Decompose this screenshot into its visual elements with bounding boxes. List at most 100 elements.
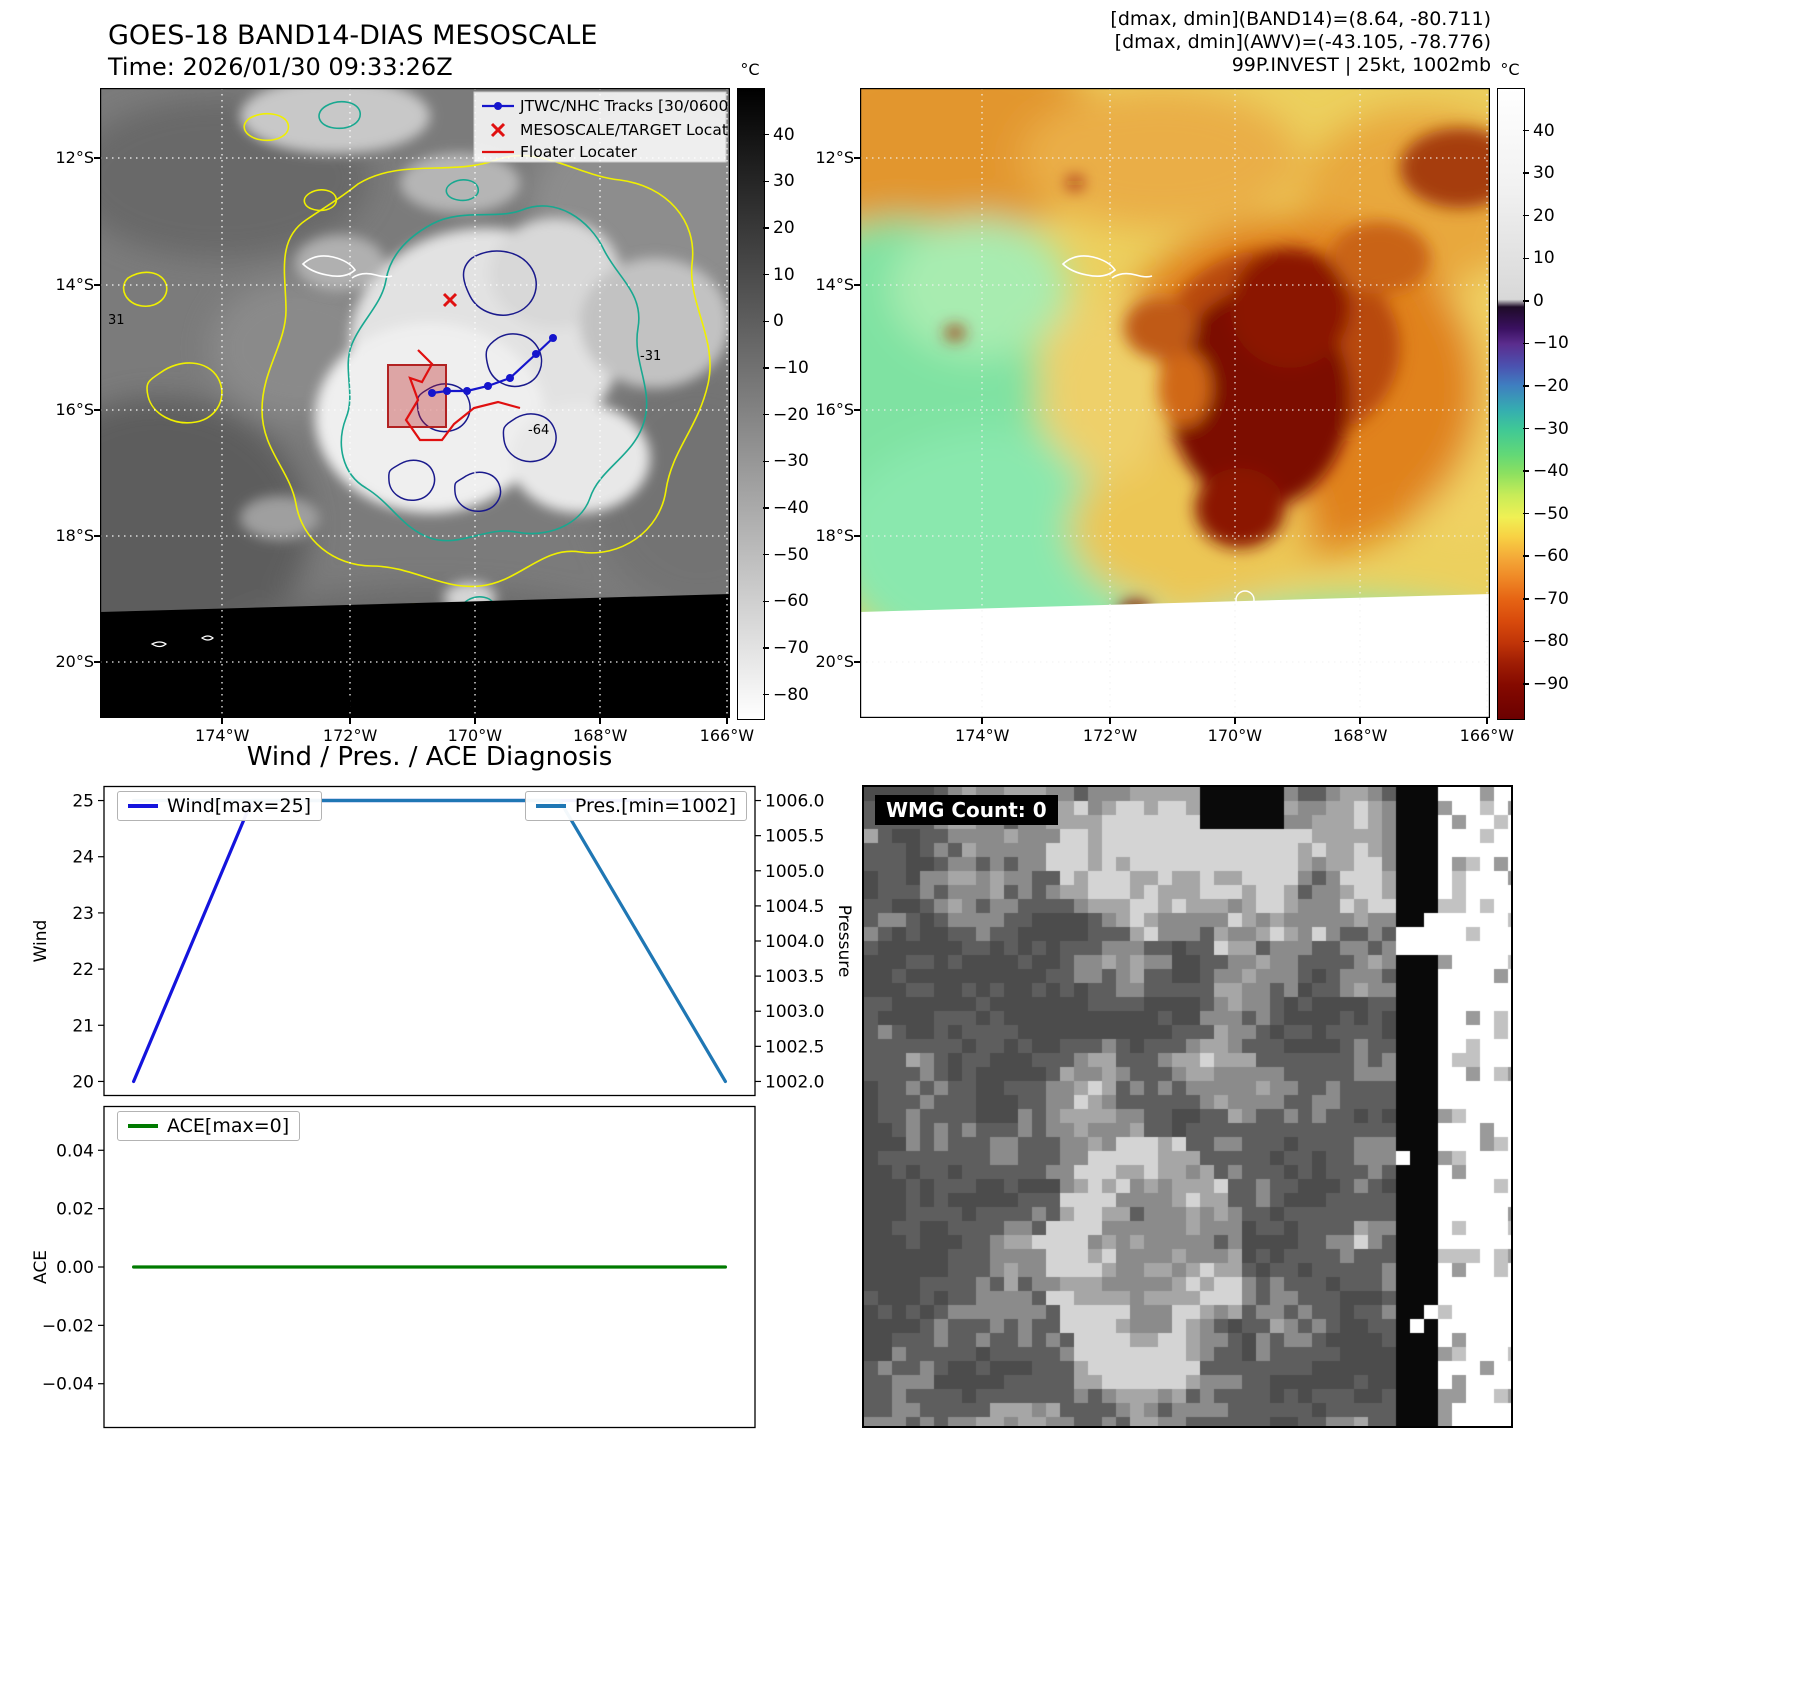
colorbar-tick-label: −80 [1533, 631, 1569, 652]
lat-tick-label: 20°S [55, 651, 94, 671]
map-frame [100, 88, 730, 718]
awv-info-line-3: 99P.INVEST | 25kt, 1002mb [1231, 54, 1491, 76]
band14-panel-title: GOES-18 BAND14-DIAS MESOSCALE [108, 20, 598, 51]
y-tick-label: 25 [72, 792, 94, 812]
colorbar-tick-label: −60 [1533, 546, 1569, 567]
lon-tick-mark [349, 718, 351, 724]
wmg-image [864, 787, 1511, 1426]
lat-tick-mark [854, 409, 860, 411]
lat-tick-label: 14°S [815, 275, 854, 295]
colorbar-tick-label: 10 [773, 264, 795, 285]
awv-satellite-map [860, 88, 1490, 718]
y-tick-label: −0.02 [42, 1316, 94, 1336]
y-tick-label-right: 1005.5 [765, 827, 824, 847]
y-tick-label-right: 1003.0 [765, 1002, 824, 1022]
floater-locater-path [404, 349, 521, 442]
y-tick-label: 23 [72, 904, 94, 924]
y-tick-label: 0.02 [56, 1200, 94, 1220]
lat-tick-mark [854, 157, 860, 159]
ace-legend-label: ACE[max=0] [167, 1115, 290, 1137]
colorbar-tick-mark [1523, 512, 1529, 515]
colorbar-tick-label: 0 [773, 311, 784, 332]
lat-tick-label: 14°S [55, 275, 94, 295]
small-islands [150, 635, 214, 648]
wind-pressure-chart: 25 24 23 22 21 20 1006.0 1005.5 1005.0 1004.5 1004… [31, 785, 854, 1097]
target-x-marker [442, 292, 458, 308]
colorbar-tick-label: −40 [1533, 461, 1569, 482]
colorbar-tick-label: −80 [773, 684, 809, 705]
lat-tick-mark [94, 157, 100, 159]
y-tick-label: 20 [72, 1072, 94, 1092]
ace-line-icon [128, 1124, 158, 1128]
map-legend: JTWC/NHC Tracks [30/0600Z] MESOSCALE/TAR… [473, 91, 730, 163]
lat-tick-mark [854, 284, 860, 286]
colorbar-tick-mark [763, 227, 769, 229]
colorbar-tick-mark [1523, 172, 1529, 174]
legend-label-target: MESOSCALE/TARGET Location [520, 121, 730, 139]
lon-tick-label: 174°W [195, 726, 250, 745]
colorbar-tick-mark [763, 507, 769, 509]
y-axis-label: ACE [31, 1250, 51, 1284]
legend-label-floater: Floater Locater [520, 143, 638, 161]
contour-label: -64 [528, 423, 549, 438]
colorbar-tick-label: −50 [773, 544, 809, 565]
lon-tick-label: 172°W [322, 726, 378, 745]
lat-tick-label: 16°S [815, 399, 854, 419]
colorbar-tick-label: 40 [1533, 120, 1555, 141]
x-marker-icon [490, 122, 506, 138]
lat-tick-mark [94, 661, 100, 663]
wmg-count-badge: WMG Count: 0 [875, 795, 1058, 825]
y-tick-label: 0.04 [56, 1141, 94, 1161]
y-tick-label-right: 1006.0 [765, 792, 824, 812]
chart-frame [103, 1105, 756, 1429]
colorbar-tick-label: 0 [1533, 290, 1544, 311]
colorbar-tick-label: −70 [1533, 588, 1569, 609]
pressure-legend: Pres.[min=1002] [524, 791, 747, 821]
y-axis-label-right: Pressure [834, 905, 854, 978]
colorbar-tick-label: 10 [1533, 248, 1555, 269]
colorbar-tick-mark [763, 367, 769, 369]
lon-tick-mark [221, 718, 223, 724]
lat-tick-mark [94, 284, 100, 286]
lat-tick-label: 12°S [815, 147, 854, 167]
y-tick-label: 21 [72, 1016, 94, 1036]
colorbar-tick-label: 20 [1533, 205, 1555, 226]
colorbar-tick-mark [1523, 385, 1529, 387]
lon-tick-label: 166°W [1459, 726, 1515, 745]
colorbar-tick-mark [763, 180, 769, 183]
y-tick-label: −0.04 [42, 1375, 94, 1395]
wmg-panel [862, 785, 1513, 1428]
lat-tick-mark [94, 535, 100, 537]
awv-colorbar [1497, 88, 1525, 720]
plot-area [104, 786, 755, 1096]
colorbar-tick-mark [1523, 214, 1529, 217]
colorbar-tick-mark [1523, 342, 1529, 345]
y-tick-label-right: 1004.0 [765, 932, 824, 952]
colorbar-tick-mark [763, 320, 769, 323]
y-tick-label: 24 [72, 848, 94, 868]
y-tick-label: 0.00 [56, 1258, 94, 1278]
y-tick-label: 22 [72, 960, 94, 980]
colorbar-tick-mark [763, 693, 769, 696]
colorbar-tick-mark [1523, 427, 1529, 430]
contour-label: -31 [640, 349, 661, 364]
lon-tick-mark [981, 718, 983, 724]
colorbar-tick-mark [763, 273, 769, 276]
colorbar-tick-mark [1523, 555, 1529, 557]
awv-info-line-2: [dmax, dmin](AWV)=(-43.105, -78.776) [1114, 31, 1491, 53]
colorbar-tick-label: −30 [1533, 418, 1569, 439]
wind-legend-label: Wind[max=25] [167, 795, 312, 817]
lon-tick-mark [1109, 718, 1111, 724]
lat-tick-mark [854, 661, 860, 663]
lon-tick-label: 166°W [699, 726, 755, 745]
awv-no-data-region [860, 594, 1490, 718]
colorbar-tick-mark [1523, 598, 1529, 600]
pressure-legend-label: Pres.[min=1002] [574, 795, 736, 817]
band14-satellite-map: -31 -64 31 [100, 88, 730, 718]
band14-colorbar [737, 88, 765, 720]
lon-tick-mark [1234, 718, 1236, 724]
colorbar-tick-label: 30 [773, 171, 795, 192]
lat-tick-label: 16°S [55, 399, 94, 419]
colorbar-tick-label: 40 [773, 124, 795, 145]
